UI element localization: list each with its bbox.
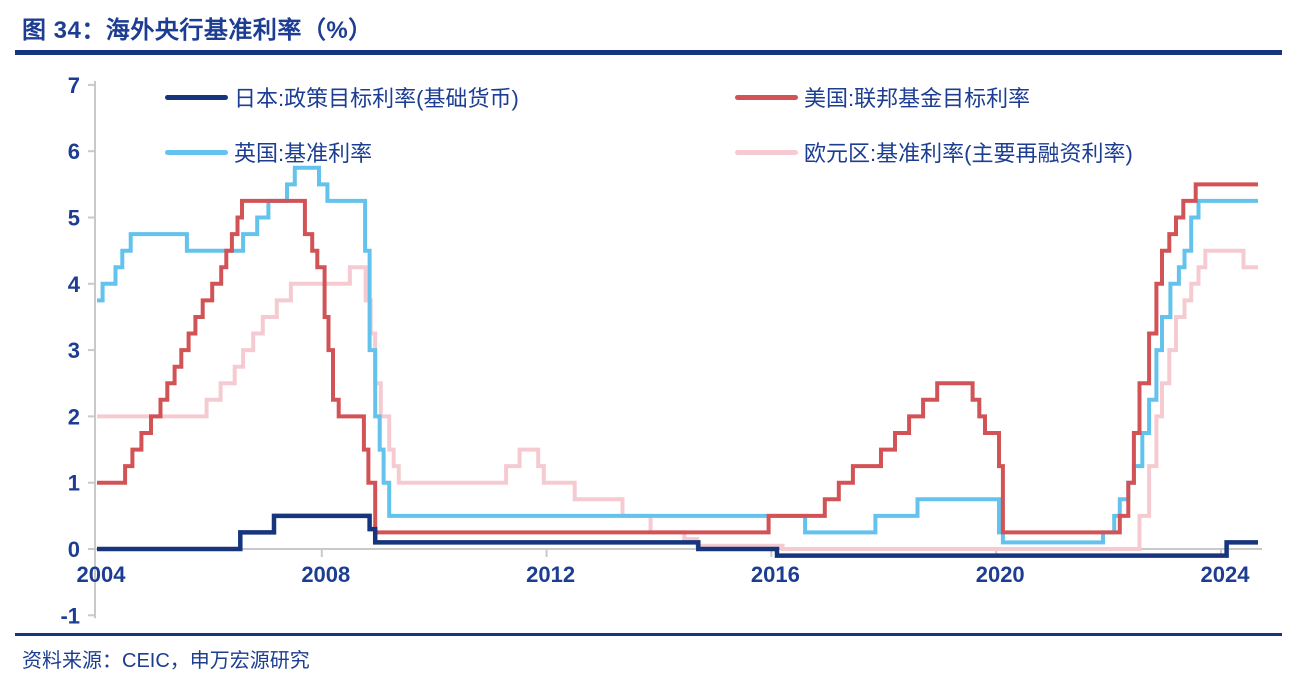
legend-label-euro: 欧元区:基准利率(主要再融资利率) (804, 141, 1133, 166)
svg-text:3: 3 (68, 338, 80, 363)
svg-text:-1: -1 (60, 603, 80, 628)
legend-label-japan: 日本:政策目标利率(基础货币) (234, 86, 519, 111)
svg-text:2016: 2016 (751, 562, 800, 587)
data-source-note: 资料来源：CEIC，申万宏源研究 (22, 650, 310, 672)
svg-text:2008: 2008 (301, 562, 350, 587)
legend-label-uk: 英国:基准利率 (234, 141, 373, 166)
svg-text:2020: 2020 (976, 562, 1025, 587)
svg-text:2004: 2004 (77, 562, 127, 587)
legend-item-japan: 日本:政策目标利率(基础货币) (165, 84, 519, 111)
source-divider-rule (15, 633, 1282, 636)
svg-text:0: 0 (68, 537, 80, 562)
svg-text:4: 4 (68, 272, 81, 297)
legend-item-euro: 欧元区:基准利率(主要再融资利率) (735, 139, 1133, 166)
svg-text:2024: 2024 (1201, 562, 1251, 587)
legend-item-uk: 英国:基准利率 (165, 139, 373, 166)
figure-title: 图 34：海外央行基准利率（%） (22, 17, 373, 44)
svg-text:2012: 2012 (526, 562, 575, 587)
japan-line-swatch-icon (165, 94, 228, 100)
svg-text:7: 7 (68, 73, 80, 98)
legend-item-us: 美国:联邦基金目标利率 (735, 84, 1031, 111)
us-line-swatch-icon (735, 94, 798, 100)
euro-line-swatch-icon (735, 149, 798, 155)
svg-text:1: 1 (68, 471, 80, 496)
uk-line-swatch-icon (165, 149, 228, 155)
svg-text:5: 5 (68, 206, 80, 231)
svg-text:2: 2 (68, 404, 80, 429)
svg-text:6: 6 (68, 139, 80, 164)
title-underline-rule (15, 50, 1282, 55)
legend-label-us: 美国:联邦基金目标利率 (804, 86, 1031, 111)
